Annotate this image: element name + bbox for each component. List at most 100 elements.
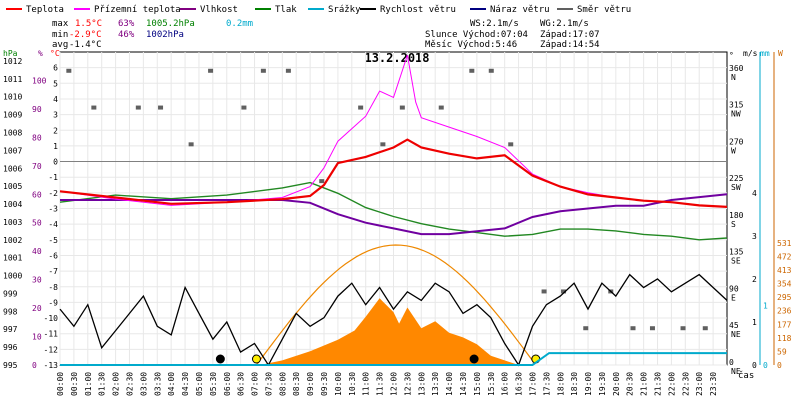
temp-tick-label: 5	[53, 79, 58, 88]
x-tick-label: 03:30	[153, 372, 162, 396]
pressure-line	[59, 181, 728, 241]
stat-wg: WG:2.1m/s	[540, 19, 589, 29]
x-tick-label: 01:00	[84, 372, 93, 396]
wind-dir-point	[561, 289, 567, 294]
stat-ws: WS:2.1m/s	[470, 19, 519, 29]
wm2-tick-label: 354	[777, 280, 792, 289]
stat-moon: Měsíc Východ:5:46	[425, 40, 517, 50]
temp-tick-label: 3	[53, 111, 58, 120]
moonrise-marker	[215, 354, 225, 364]
dir-tick-name: NE	[731, 367, 741, 376]
x-tick-label: 16:00	[501, 372, 510, 396]
wind-dir-point	[66, 68, 72, 73]
legend-label: Náraz větru	[490, 5, 550, 15]
x-tick-label: 20:00	[612, 372, 621, 396]
hpa-tick-label: 1002	[3, 236, 22, 245]
wm2-tick-label: 236	[777, 307, 792, 316]
humidity-line	[60, 193, 728, 236]
temp-tick-label: -3	[48, 205, 58, 214]
pct-axis-label: %	[38, 49, 43, 58]
hpa-tick-label: 1011	[3, 75, 22, 84]
x-tick-label: 21:00	[640, 372, 649, 396]
stat-sunset: Západ:17:07	[540, 30, 600, 40]
sunrise-marker	[251, 354, 261, 364]
x-tick-label: 09:00	[306, 372, 315, 396]
wm2-tick-label: 295	[777, 293, 792, 302]
x-tick-label: 21:30	[654, 372, 663, 396]
x-tick-label: 12:30	[403, 372, 412, 396]
stat-min-temp: -2.9°C	[69, 30, 102, 40]
x-tick-label: 22:30	[681, 372, 690, 396]
x-tick-label: 17:30	[542, 372, 551, 396]
solar-area	[260, 298, 519, 365]
ms-axis-label: m/s	[743, 49, 758, 58]
x-tick-label: 01:30	[98, 372, 107, 396]
x-tick-label: 13:30	[431, 372, 440, 396]
hpa-tick-label: 1001	[3, 254, 22, 263]
dir-tick-label: 0	[729, 358, 734, 367]
x-tick-label: 07:30	[264, 372, 273, 396]
temp-axis-label: °C	[50, 49, 60, 58]
temp-tick-label: -6	[48, 251, 58, 260]
wind-dir-point	[649, 326, 655, 331]
axes: 00:00 00:30 01:00 01:30 02:00 02:30 03:00 03:30…	[3, 49, 792, 396]
temp-tick-label: 2	[53, 126, 58, 135]
x-tick-label: 14:30	[459, 372, 468, 396]
stat-moonset: Západ:14:54	[540, 40, 600, 50]
x-tick-label: 15:30	[487, 372, 496, 396]
dir-tick-name: SW	[731, 183, 741, 192]
x-tick-label: 05:30	[209, 372, 218, 396]
wm2-tick-label: 118	[777, 334, 792, 343]
wind-dir-point	[583, 326, 589, 331]
x-tick-label: 10:00	[334, 372, 343, 396]
dir-tick-label: 270	[729, 137, 744, 146]
x-tick-label: 06:30	[237, 372, 246, 396]
wind-dir-point	[469, 68, 475, 73]
sun-path-line	[256, 244, 535, 366]
x-tick-label: 09:30	[320, 372, 329, 396]
dir-tick-label: 315	[729, 101, 744, 110]
dir-tick-label: 225	[729, 174, 744, 183]
hpa-tick-label: 1003	[3, 218, 22, 227]
x-tick-label: 04:00	[167, 372, 176, 396]
stat-max-temp: 1.5°C	[75, 19, 102, 29]
x-tick-label: 11:30	[376, 372, 385, 396]
x-tick-label: 23:00	[695, 372, 704, 396]
dir-tick-name: E	[731, 293, 736, 302]
stat-max-press: 1005.2hPa	[146, 19, 195, 29]
legend: Teplota Přízemní teplota Vlhkost Tlak Srážky…	[6, 5, 631, 15]
x-tick-label: 22:00	[667, 372, 676, 396]
x-tick-label: 19:00	[584, 372, 593, 396]
hpa-tick-label: 996	[3, 343, 18, 352]
wm2-tick-label: 0	[777, 361, 782, 370]
x-tick-label: 02:30	[125, 372, 134, 396]
wm2-tick-label: 177	[777, 320, 792, 329]
dir-tick-name: SE	[731, 257, 741, 266]
temp-tick-label: -2	[48, 189, 58, 198]
x-tick-label: 10:30	[348, 372, 357, 396]
x-tick-label: 03:00	[139, 372, 148, 396]
x-tick-label: 20:30	[626, 372, 635, 396]
x-tick-label: 15:00	[473, 372, 482, 396]
x-tick-label: 17:00	[528, 372, 537, 396]
data-marks	[59, 54, 728, 367]
temp-tick-label: 4	[53, 95, 58, 104]
wind-dir-point	[380, 142, 386, 147]
x-tick-label: 07:00	[251, 372, 260, 396]
mm-tick-label: 1	[763, 302, 768, 311]
legend-label: Vlhkost	[200, 5, 238, 15]
wind-dir-point	[488, 68, 494, 73]
legend-label: Rychlost větru	[380, 5, 456, 15]
wm2-tick-label: 472	[777, 252, 792, 261]
stat-max-rain: 0.2mm	[226, 19, 253, 29]
stat-avg-temp: -1.4°C	[69, 40, 102, 50]
hpa-tick-label: 998	[3, 307, 18, 316]
pct-tick-label: 0	[32, 361, 37, 370]
pct-tick-label: 90	[32, 105, 42, 114]
temp-tick-label: 1	[53, 142, 58, 151]
x-tick-label: 18:30	[570, 372, 579, 396]
wind-dir-point	[241, 105, 247, 110]
temp-tick-label: -5	[48, 236, 58, 245]
temp-tick-label: -10	[44, 314, 59, 323]
legend-label: Přízemní teplota	[94, 5, 181, 15]
